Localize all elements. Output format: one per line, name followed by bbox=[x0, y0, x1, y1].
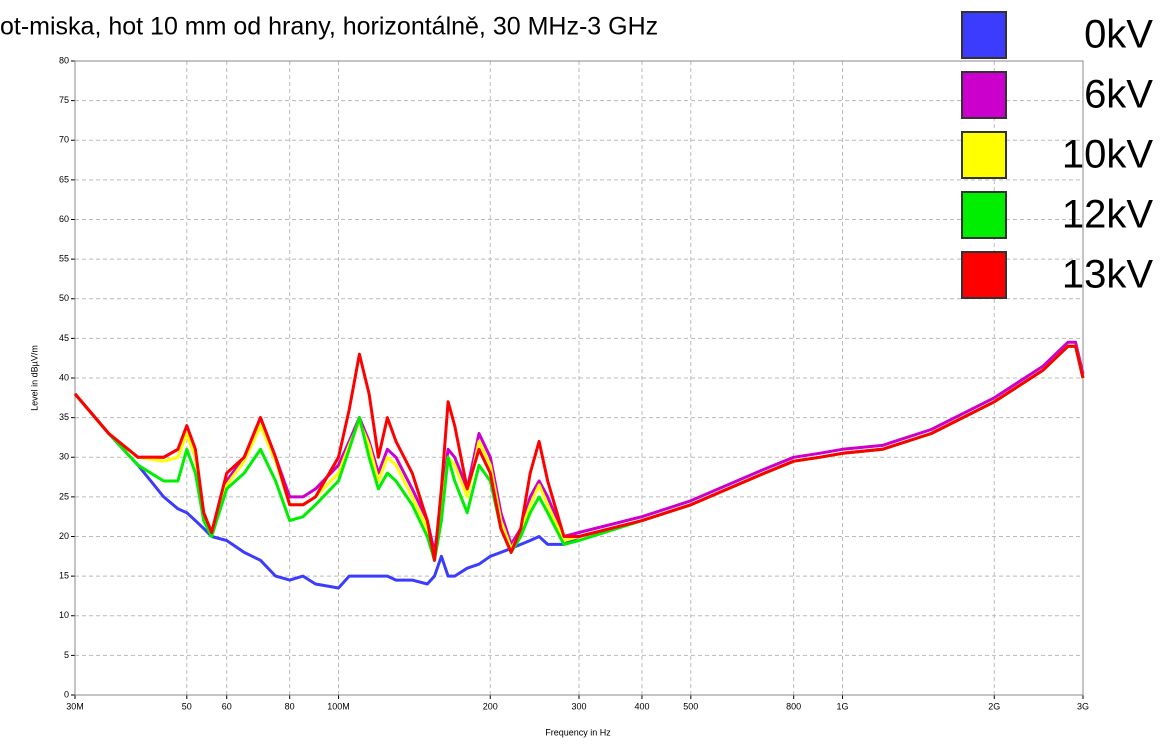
legend-swatch bbox=[961, 251, 1007, 299]
x-tick-label: 1G bbox=[837, 701, 849, 711]
y-tick-label: 75 bbox=[59, 95, 69, 105]
x-tick-label: 100M bbox=[327, 701, 350, 711]
y-tick-label: 30 bbox=[59, 452, 69, 462]
legend-label: 13kV bbox=[1062, 253, 1153, 297]
y-tick-label: 35 bbox=[59, 412, 69, 422]
x-tick-label: 500 bbox=[683, 701, 698, 711]
y-tick-label: 40 bbox=[59, 372, 69, 382]
x-tick-label: 200 bbox=[483, 701, 498, 711]
y-tick-label: 50 bbox=[59, 293, 69, 303]
y-tick-label: 0 bbox=[64, 689, 69, 699]
legend-swatch bbox=[961, 71, 1007, 119]
y-tick-label: 5 bbox=[64, 650, 69, 660]
y-tick-label: 60 bbox=[59, 214, 69, 224]
y-tick-label: 80 bbox=[59, 55, 69, 65]
y-tick-label: 55 bbox=[59, 254, 69, 264]
x-tick-label: 3G bbox=[1077, 701, 1089, 711]
legend-label: 6kV bbox=[1084, 73, 1153, 117]
legend-swatch bbox=[961, 131, 1007, 179]
chart-title: ot-miska, hot 10 mm od hrany, horizontál… bbox=[0, 13, 658, 41]
y-tick-label: 65 bbox=[59, 174, 69, 184]
y-tick-label: 45 bbox=[59, 333, 69, 343]
y-tick-label: 70 bbox=[59, 135, 69, 145]
x-tick-label: 300 bbox=[571, 701, 586, 711]
legend-label: 12kV bbox=[1062, 193, 1153, 237]
x-tick-label: 80 bbox=[285, 701, 295, 711]
x-tick-label: 800 bbox=[786, 701, 801, 711]
series-line bbox=[73, 344, 1085, 562]
y-tick-label: 20 bbox=[59, 531, 69, 541]
y-axis-label: Level in dBµV/m bbox=[29, 345, 39, 411]
x-axis-label: Frequency in Hz bbox=[545, 727, 611, 737]
x-tick-label: 400 bbox=[634, 701, 649, 711]
y-tick-label: 15 bbox=[59, 571, 69, 581]
legend-label: 0kV bbox=[1084, 13, 1153, 57]
legend-swatch bbox=[961, 11, 1007, 59]
legend-swatch bbox=[961, 191, 1007, 239]
y-tick-label: 25 bbox=[59, 491, 69, 501]
x-tick-label: 30M bbox=[66, 701, 84, 711]
x-tick-label: 2G bbox=[988, 701, 1000, 711]
legend-label: 10kV bbox=[1062, 133, 1153, 177]
x-tick-label: 50 bbox=[182, 701, 192, 711]
x-tick-label: 60 bbox=[222, 701, 232, 711]
y-tick-label: 10 bbox=[59, 610, 69, 620]
